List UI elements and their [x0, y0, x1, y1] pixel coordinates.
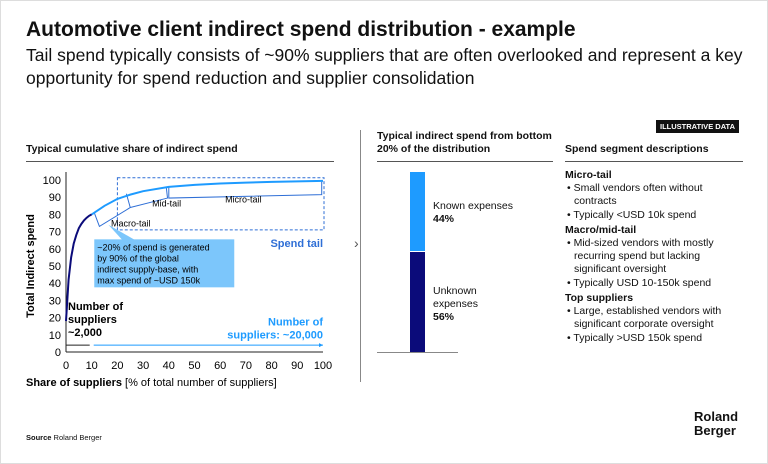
- x-tick-label: 20: [111, 360, 123, 372]
- slide-subtitle: Tail spend typically consists of ~90% su…: [26, 45, 743, 88]
- x-tick-label: 100: [314, 360, 332, 372]
- x-tick-label: 0: [63, 360, 69, 372]
- slide-title: Automotive client indirect spend distrib…: [26, 18, 576, 41]
- segment-bullet: Mid-sized vendors with mostly recurring …: [565, 237, 745, 276]
- segment-bullet: Small vendors often without contracts: [565, 182, 745, 208]
- y-tick-label: 30: [49, 295, 61, 307]
- micro-tail-label: Micro-tail: [225, 194, 262, 204]
- divider: [565, 161, 743, 162]
- y-tick-label: 80: [49, 209, 61, 221]
- series-line-top-suppliers: [65, 213, 93, 322]
- logo-line: Berger: [694, 423, 736, 438]
- unknown-expenses-value: 56%: [433, 311, 455, 323]
- segment-bullet: Typically <USD 10k spend: [565, 209, 745, 222]
- bar-known-expenses: [410, 172, 425, 251]
- segment-heading: Top suppliers: [565, 292, 634, 304]
- x-tick-label: 30: [137, 360, 149, 372]
- x-tick-label: 50: [188, 360, 200, 372]
- micro-tail-bracket: [168, 181, 323, 199]
- segment-heading: Macro/mid-tail: [565, 224, 637, 236]
- callout-box: [94, 239, 235, 288]
- logo-line: Roland: [694, 409, 739, 424]
- y-tick-label: 40: [49, 278, 61, 290]
- macro-tail-label: Macro-tail: [111, 218, 151, 228]
- x-tick-label: 70: [240, 360, 252, 372]
- y-tick-label: 0: [55, 347, 61, 359]
- descriptions-title: Spend segment descriptions: [565, 143, 709, 155]
- vertical-separator: [360, 130, 361, 382]
- segment-bullet: Large, established vendors with signific…: [565, 305, 745, 331]
- x-tick-label: 10: [86, 360, 98, 372]
- mid-tail-label: Mid-tail: [152, 199, 181, 209]
- y-tick-label: 70: [49, 227, 61, 239]
- arrow-head-icon: [319, 343, 323, 348]
- source-note: Source Roland Berger: [26, 433, 102, 442]
- x-tick-label: 80: [265, 360, 277, 372]
- chevron-right-icon: ›: [354, 235, 359, 251]
- segment-bullet: Typically USD 10-150k spend: [565, 277, 745, 290]
- callout-text: ~20% of spend is generated by 90% of the …: [97, 242, 209, 285]
- y-tick-label: 100: [43, 175, 61, 187]
- y-tick-label: 90: [49, 192, 61, 204]
- bar-chart-title: Typical indirect spend from bottom 20% o…: [377, 130, 552, 155]
- spend-tail-label: Spend tail: [270, 238, 323, 250]
- segment-bullet: Typically >USD 150k spend: [565, 332, 745, 345]
- mid-tail-bracket: [130, 186, 169, 209]
- unknown-expenses-label: Unknown expenses: [433, 285, 478, 310]
- y-tick-label: 60: [49, 244, 61, 256]
- y-axis-label: Total Indirect spend: [25, 214, 37, 318]
- bar-baseline: [377, 352, 458, 353]
- segment-descriptions: Micro-tail Small vendors often without c…: [565, 167, 745, 345]
- bar-unknown-expenses: [410, 252, 425, 352]
- illustrative-data-badge: ILLUSTRATIVE DATA: [656, 120, 739, 133]
- series-line-spend-tail: [91, 179, 324, 216]
- line-chart-title: Typical cumulative share of indirect spe…: [26, 143, 238, 155]
- divider: [26, 161, 334, 162]
- divider: [377, 161, 553, 162]
- y-tick-label: 20: [49, 313, 61, 325]
- macro-tail-bracket: [93, 193, 131, 228]
- roland-berger-logo: Roland Berger: [694, 410, 738, 438]
- spend-tail-box: [116, 177, 325, 231]
- known-expenses-value: 44%: [433, 213, 455, 225]
- source-value: Roland Berger: [53, 433, 102, 442]
- suppliers-count-right: Number of suppliers: ~20,000: [227, 316, 323, 341]
- x-tick-label: 90: [291, 360, 303, 372]
- callout-pointer: [108, 224, 136, 241]
- segment-heading: Micro-tail: [565, 169, 612, 181]
- known-expenses-label: Known expenses: [433, 200, 513, 212]
- source-label: Source: [26, 433, 52, 442]
- y-tick-label: 50: [49, 261, 61, 273]
- x-tick-label: 40: [163, 360, 175, 372]
- y-tick-label: 10: [49, 330, 61, 342]
- suppliers-count-left: Number of suppliers ~2,000: [68, 301, 123, 339]
- x-tick-label: 60: [214, 360, 226, 372]
- x-axis-label: Share of suppliers [% of total number of…: [26, 377, 277, 389]
